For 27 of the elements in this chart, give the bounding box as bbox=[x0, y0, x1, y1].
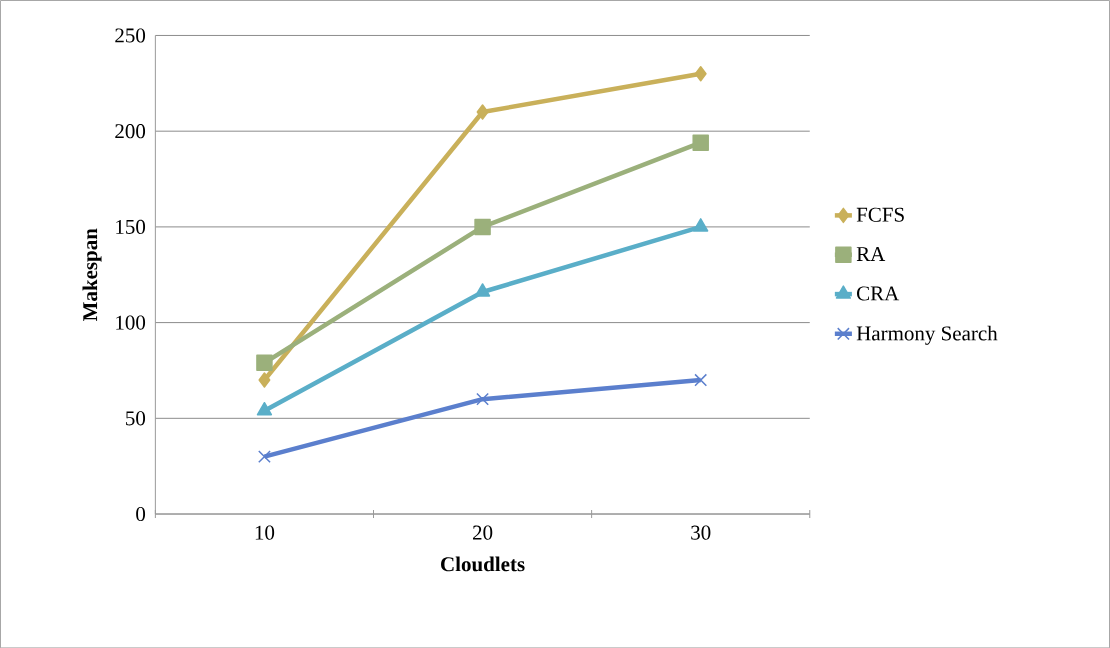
point bbox=[693, 217, 709, 232]
legend-label: CRA bbox=[857, 286, 900, 301]
point bbox=[476, 392, 489, 406]
y-tick-label: 0 bbox=[136, 506, 146, 521]
y-tick-label: 250 bbox=[115, 28, 146, 43]
x-tick-label: 30 bbox=[691, 525, 711, 540]
point bbox=[474, 218, 491, 235]
point bbox=[258, 450, 271, 463]
legend-label: Harmony Search bbox=[856, 325, 998, 345]
legend-label: RA bbox=[856, 246, 886, 261]
y-tick-label: 100 bbox=[116, 315, 146, 330]
y-axis-title: Makespan bbox=[82, 228, 102, 321]
point bbox=[256, 401, 273, 416]
y-tick-label: 200 bbox=[115, 123, 146, 139]
point bbox=[476, 104, 489, 120]
legend-label: FCFS bbox=[856, 207, 904, 222]
point bbox=[694, 65, 707, 82]
x-tick-label: 20 bbox=[473, 525, 493, 540]
point bbox=[692, 134, 709, 151]
point bbox=[474, 283, 491, 297]
point bbox=[694, 373, 708, 387]
x-axis-title: Cloudlets bbox=[441, 556, 525, 572]
y-tick-label: 50 bbox=[126, 411, 146, 426]
x-tick-label: 10 bbox=[255, 525, 275, 540]
point bbox=[258, 372, 271, 388]
point bbox=[256, 354, 273, 371]
y-tick-label: 150 bbox=[116, 219, 146, 234]
